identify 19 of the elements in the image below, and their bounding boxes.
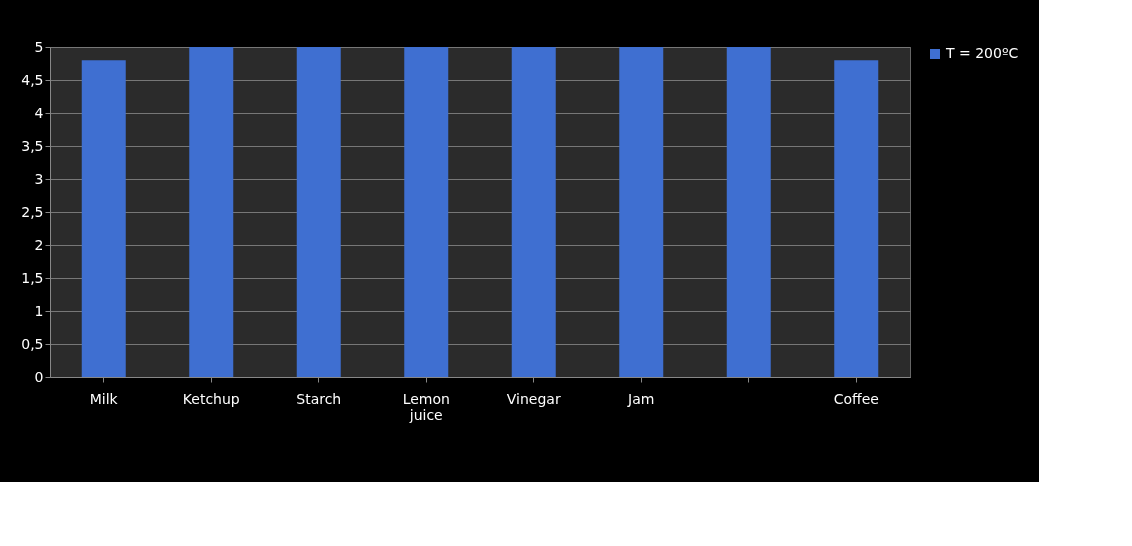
x-tick-label: Ketchup [182, 390, 240, 407]
x-tick-label: Milk [89, 390, 119, 407]
y-tick-label: 0 [34, 368, 44, 385]
x-tick-label: Vinegar [506, 390, 561, 407]
y-tick-label: 3,5 [21, 137, 44, 154]
y-tick-label: 5 [34, 38, 44, 55]
y-tick-label: 2 [34, 236, 44, 253]
y-tick-label: 2,5 [21, 203, 44, 220]
y-tick-label: 1,5 [21, 269, 44, 286]
legend-label: T = 200ºC [945, 45, 1019, 61]
y-tick-label: 4 [34, 104, 44, 121]
x-tick-label: Coffee [833, 390, 879, 407]
x-tick-label: Jam [627, 390, 655, 407]
y-tick-label: 0,5 [21, 335, 44, 352]
y-tick-label: 1 [34, 302, 44, 319]
y-tick-label: 4,5 [21, 71, 44, 88]
y-tick-label: 3 [34, 170, 44, 187]
x-tick-label: Lemon juice [402, 390, 450, 423]
x-tick-label: Starch [296, 390, 342, 407]
